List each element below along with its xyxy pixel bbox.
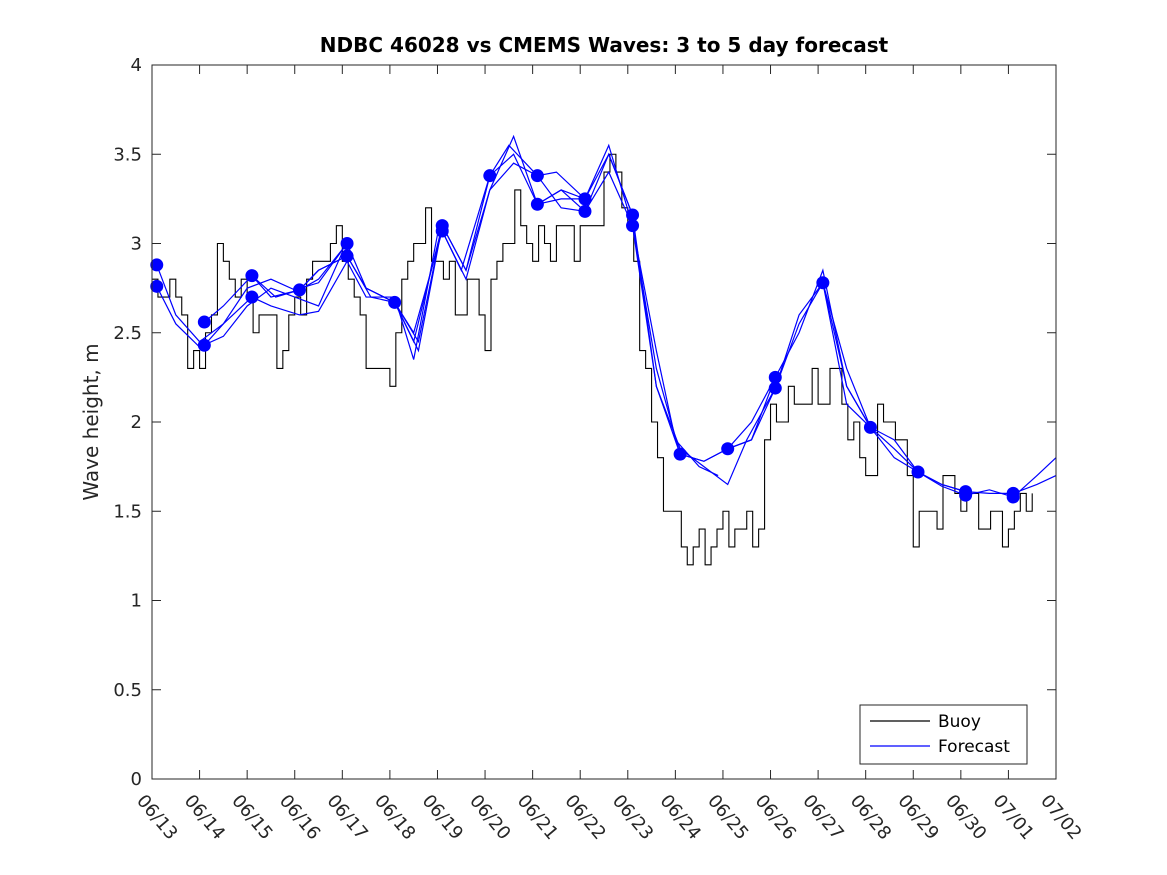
forecast-marker — [340, 249, 354, 263]
forecast-marker — [150, 258, 164, 272]
forecast-marker — [197, 338, 211, 352]
forecast-marker — [530, 197, 544, 211]
legend-box — [859, 704, 1028, 765]
legend-forecast-label: Forecast — [938, 737, 1010, 757]
forecast-marker — [626, 219, 640, 233]
forecast-marker — [150, 279, 164, 293]
forecast-marker — [197, 315, 211, 329]
y-tick-label: 0 — [131, 769, 142, 790]
forecast-marker — [292, 283, 306, 297]
forecast-marker — [911, 465, 925, 479]
buoy-series-line — [152, 153, 1033, 566]
legend: Buoy Forecast — [859, 704, 1028, 765]
forecast-marker — [721, 442, 735, 456]
forecast-marker — [768, 381, 782, 395]
forecast-run-line-12 — [822, 282, 1057, 498]
y-tick-label: 3.5 — [113, 144, 142, 165]
forecast-marker — [530, 169, 544, 183]
forecast-marker — [816, 276, 830, 290]
forecast-marker — [578, 204, 592, 218]
forecast-marker — [483, 169, 497, 183]
y-tick-label: 2.5 — [113, 323, 142, 344]
forecast-marker — [1006, 490, 1020, 504]
y-tick-label: 4 — [131, 55, 142, 76]
forecast-run-line-2 — [156, 252, 343, 348]
forecast-marker — [435, 224, 449, 238]
forecast-run-line-10 — [631, 225, 966, 493]
forecast-run-line-7 — [394, 143, 719, 477]
y-tick-label: 3 — [131, 234, 142, 255]
forecast-run-line-11 — [727, 281, 1057, 494]
y-tick-label: 0.5 — [113, 680, 142, 701]
forecast-marker — [340, 237, 354, 250]
forecast-marker — [626, 208, 640, 222]
forecast-marker — [388, 295, 402, 309]
forecast-marker — [959, 488, 973, 502]
forecast-marker — [245, 269, 259, 283]
forecast-run-line-4 — [203, 234, 439, 360]
y-tick-label: 2 — [131, 412, 142, 433]
forecast-marker — [578, 192, 592, 206]
forecast-run-line-9 — [537, 152, 871, 486]
forecast-marker — [673, 447, 687, 461]
series-layer — [150, 134, 1057, 566]
forecast-marker — [245, 290, 259, 304]
y-tick-label: 1.5 — [113, 501, 142, 522]
y-axis-label: Wave height, m — [79, 343, 103, 500]
forecast-marker — [768, 370, 782, 384]
forecast-run-line-1 — [156, 243, 348, 343]
legend-buoy-label: Buoy — [938, 712, 981, 732]
chart-title: NDBC 46028 vs CMEMS Waves: 3 to 5 day fo… — [320, 33, 889, 57]
y-tick-label: 1 — [131, 591, 142, 612]
forecast-marker — [863, 420, 877, 434]
